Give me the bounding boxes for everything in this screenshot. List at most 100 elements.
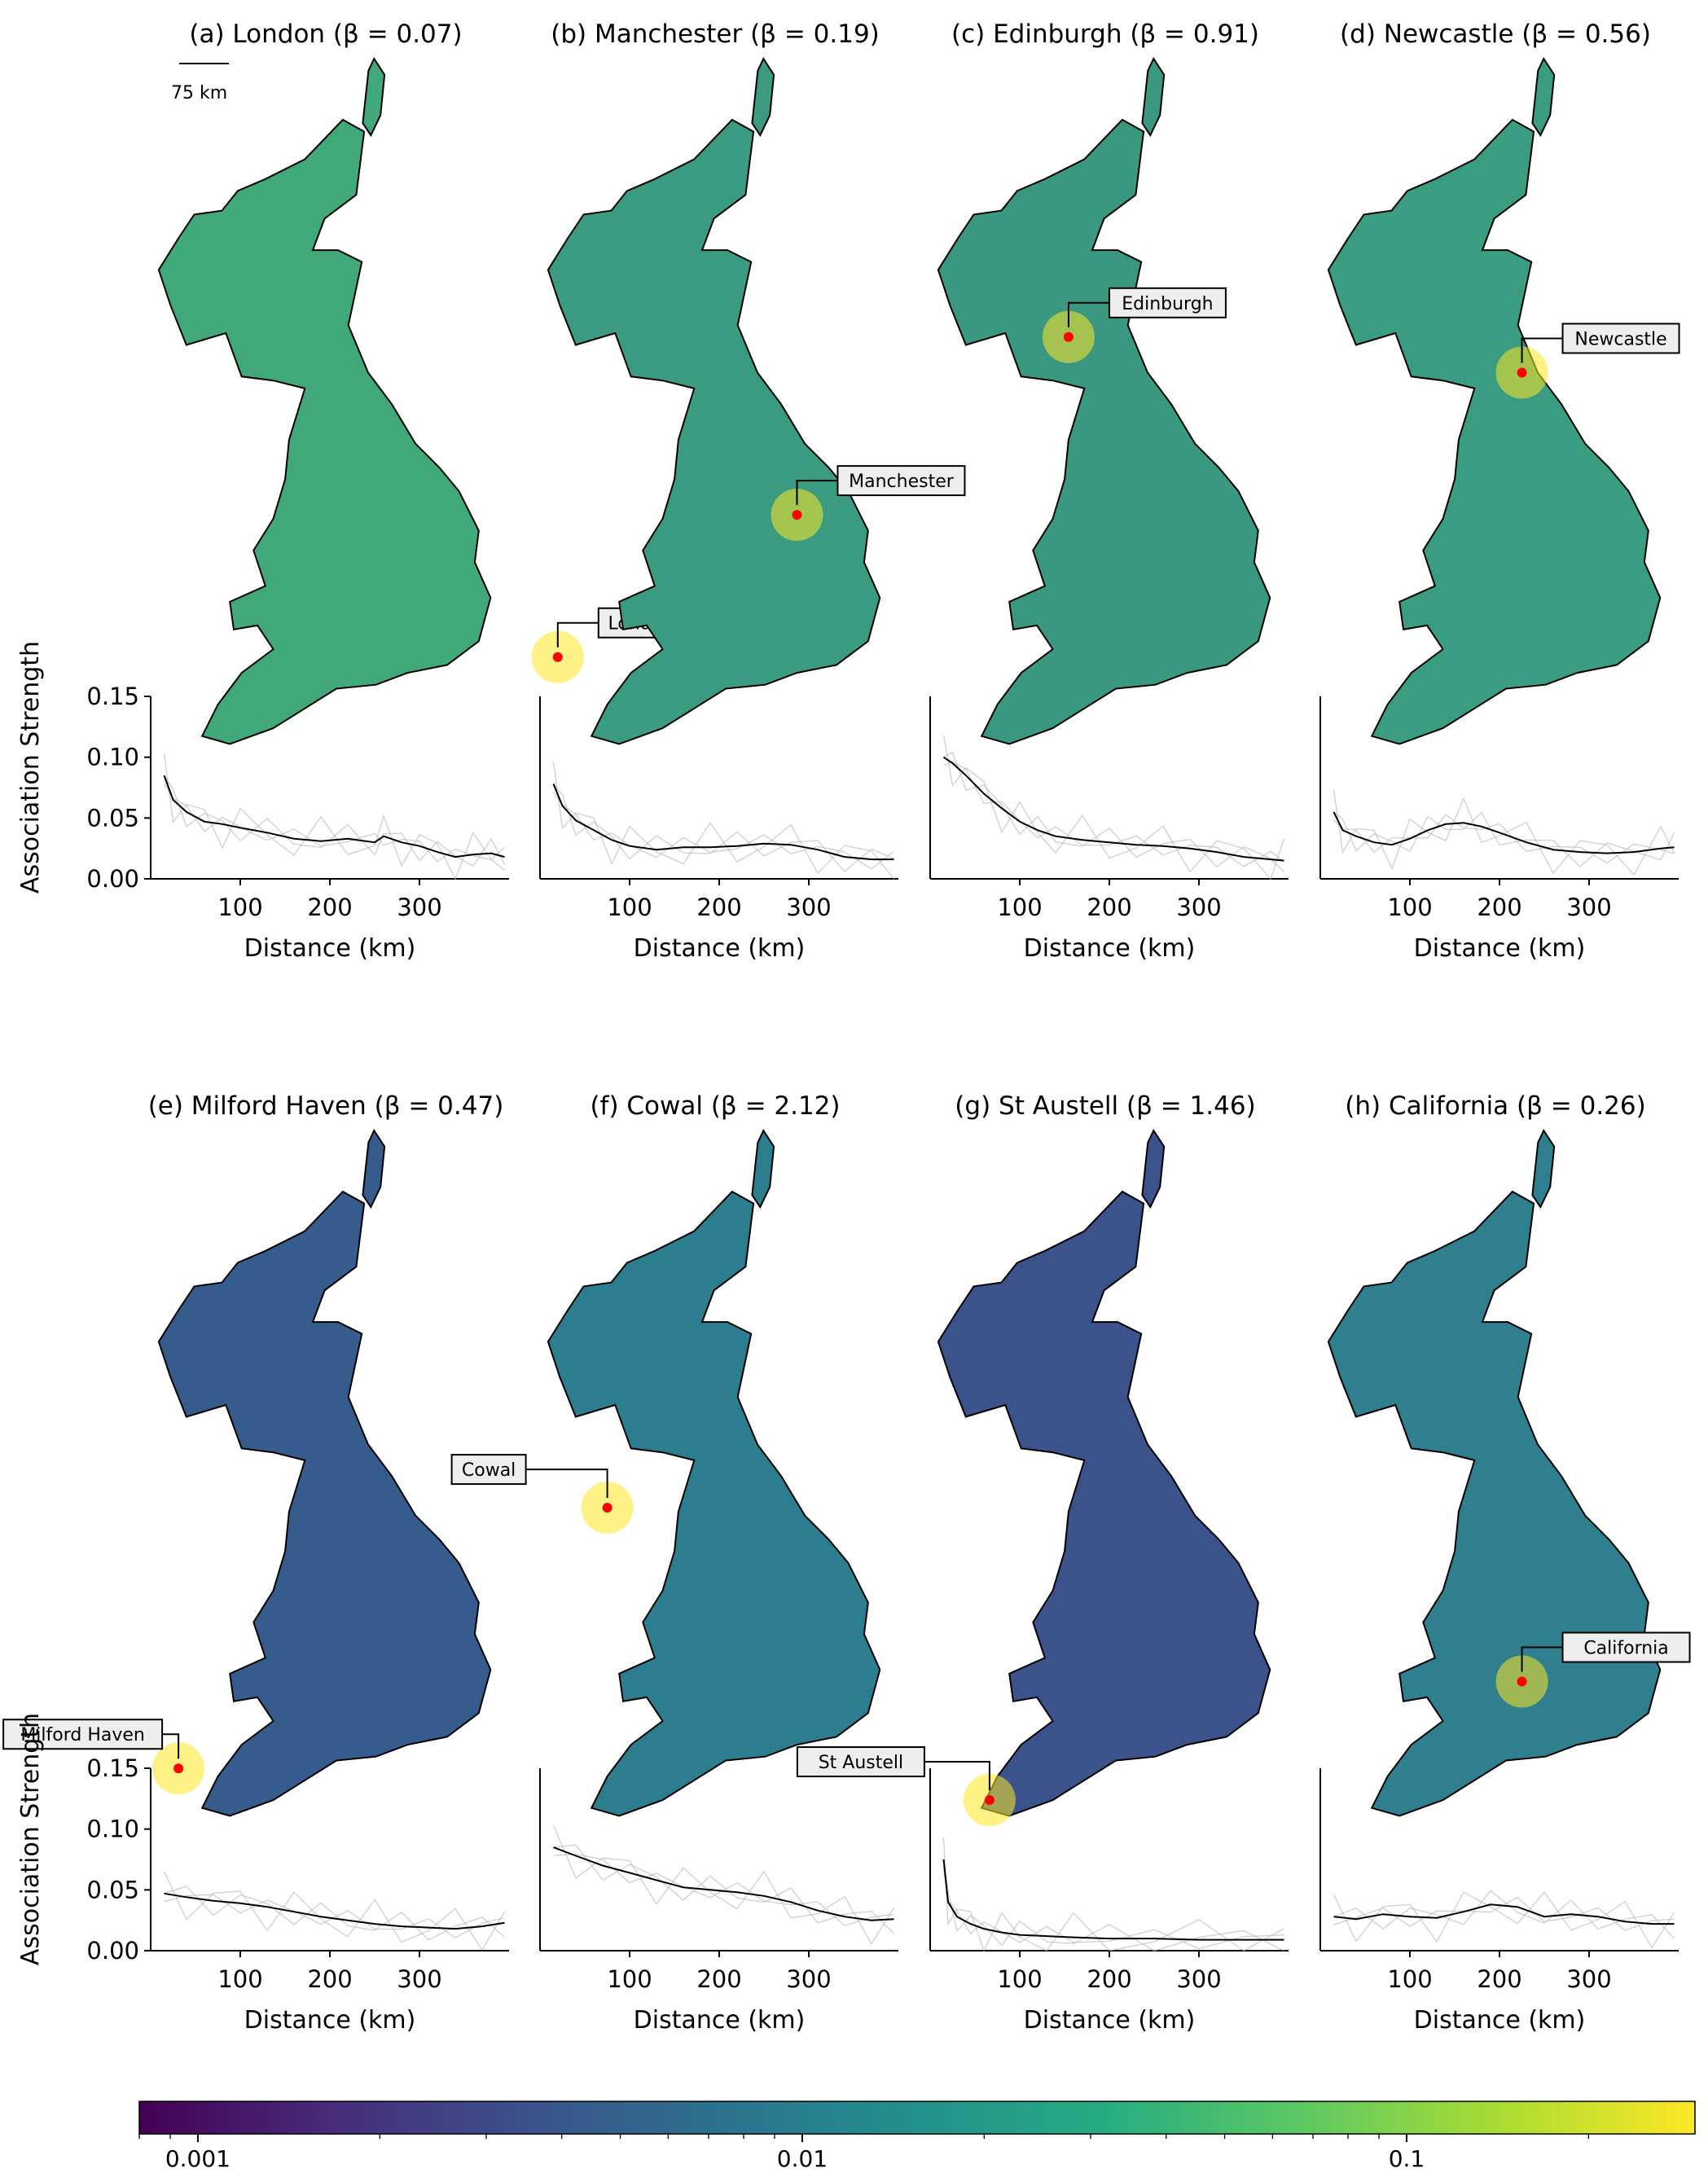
place-marker bbox=[1517, 367, 1527, 378]
callout-label: Edinburgh bbox=[1122, 294, 1213, 314]
colorbar-tick-label: 0.01 bbox=[777, 2145, 828, 2172]
plot-b: 100 200 300 Distance (km) bbox=[539, 696, 898, 963]
x-axis-label: Distance (km) bbox=[1414, 2006, 1586, 2035]
background-trace bbox=[942, 1868, 1284, 1950]
series-line bbox=[164, 1892, 505, 1930]
callout-label: Newcastle bbox=[1574, 329, 1666, 349]
callout-label: Milford Haven bbox=[20, 1725, 145, 1745]
y-tick-label: 0.15 bbox=[86, 1754, 139, 1782]
background-trace bbox=[163, 783, 505, 863]
callout-arrow bbox=[556, 621, 599, 648]
map-outline bbox=[547, 118, 881, 745]
callout-arrow bbox=[1521, 1646, 1563, 1672]
panel-h: (h) California (β = 0.26) California 100 20… bbox=[1319, 1091, 1691, 2035]
background-trace bbox=[942, 1859, 1284, 1952]
panel-title: (c) Edinburgh (β = 0.91) bbox=[951, 20, 1259, 49]
map-islands bbox=[362, 1128, 386, 1210]
callout-arrow bbox=[525, 1469, 608, 1499]
y-tick-label: 0.05 bbox=[86, 804, 139, 832]
map-islands bbox=[1141, 56, 1166, 138]
map-islands bbox=[362, 56, 386, 138]
panel-a: (a) London (β = 0.07)London1002003000.00… bbox=[16, 20, 684, 963]
background-trace bbox=[163, 1871, 506, 1952]
y-axis-label: Association Strength bbox=[16, 1713, 45, 1965]
callout-label: Cowal bbox=[462, 1460, 516, 1481]
plot-f: 100 200 300 Distance (km) bbox=[539, 1768, 898, 2035]
callout-arrow bbox=[1067, 301, 1109, 327]
series-line bbox=[553, 1846, 894, 1921]
x-tick-label: 200 bbox=[307, 1965, 352, 1993]
map-outline bbox=[1327, 1190, 1662, 1817]
colorbar-ticks: 0.001 0.01 0.1 bbox=[138, 2134, 1589, 2172]
callout-box bbox=[450, 1454, 527, 1486]
x-tick-label: 100 bbox=[997, 893, 1042, 921]
series-line bbox=[942, 1859, 1284, 1941]
place-marker bbox=[1517, 1676, 1527, 1687]
background-trace bbox=[164, 1894, 505, 1938]
panels: (a) London (β = 0.07)London1002003000.00… bbox=[2, 20, 1691, 2035]
map-h bbox=[1327, 1128, 1662, 1817]
map-islands bbox=[751, 56, 775, 138]
map-outline bbox=[937, 118, 1271, 745]
callout-arrow bbox=[924, 1761, 990, 1791]
map-e bbox=[152, 1128, 492, 1817]
map-islands bbox=[751, 1128, 775, 1210]
x-tick-label: 200 bbox=[696, 1965, 741, 1993]
callout-label: Manchester bbox=[849, 472, 955, 492]
x-tick-label: 300 bbox=[1566, 893, 1611, 921]
plot-h: 100 200 300 Distance (km) bbox=[1319, 1768, 1679, 2035]
place-marker bbox=[552, 652, 563, 662]
callout-box bbox=[1561, 1631, 1691, 1663]
x-tick-label: 200 bbox=[1087, 1965, 1131, 1993]
plot-a: 100 200 300 0.00 0.05 0.10 0.15 Distance (km) As… bbox=[16, 641, 509, 963]
panel-title: (f) Cowal (β = 2.12) bbox=[590, 1091, 840, 1121]
x-tick-label: 300 bbox=[397, 893, 441, 921]
x-axis-label: Distance (km) bbox=[1024, 934, 1196, 963]
background-trace bbox=[553, 1853, 894, 1926]
x-tick-label: 100 bbox=[217, 1965, 262, 1993]
x-tick-label: 100 bbox=[997, 1965, 1042, 1993]
x-tick-label: 200 bbox=[1477, 1965, 1521, 1993]
callout-arrow bbox=[162, 1733, 180, 1759]
background-trace bbox=[943, 761, 1284, 867]
background-trace bbox=[552, 792, 894, 870]
panel-title: (g) St Austell (β = 1.46) bbox=[955, 1091, 1255, 1121]
background-trace bbox=[1333, 814, 1675, 864]
panel-f: (f) Cowal (β = 2.12) Cowal 100 200 300 Distan… bbox=[450, 1091, 898, 2035]
x-tick-label: 100 bbox=[1387, 893, 1432, 921]
scale-bar: 75 km bbox=[171, 63, 229, 103]
y-tick-label: 0.15 bbox=[86, 683, 139, 710]
x-axis-label: Distance (km) bbox=[634, 934, 806, 963]
background-trace bbox=[1333, 789, 1675, 876]
background-trace bbox=[942, 1837, 1284, 1952]
map-outline bbox=[1327, 118, 1662, 745]
place-marker bbox=[173, 1763, 184, 1774]
callout-label: St Austell bbox=[819, 1753, 903, 1773]
x-tick-label: 100 bbox=[607, 1965, 652, 1993]
x-tick-label: 300 bbox=[786, 1965, 831, 1993]
colorbar-tick-label: 0.1 bbox=[1389, 2145, 1425, 2172]
panel-c: (c) Edinburgh (β = 0.91) Edinburgh 100 200 3… bbox=[929, 20, 1289, 963]
series-line bbox=[552, 784, 894, 861]
callout-label: California bbox=[1583, 1639, 1668, 1659]
x-tick-label: 200 bbox=[307, 893, 352, 921]
callout-box bbox=[1561, 323, 1680, 354]
panel-title: (a) London (β = 0.07) bbox=[189, 20, 462, 49]
background-trace bbox=[164, 1886, 505, 1941]
series-line bbox=[1333, 1903, 1675, 1925]
map-d bbox=[1327, 56, 1662, 745]
place-marker bbox=[1063, 331, 1074, 342]
map-islands bbox=[1531, 1128, 1556, 1210]
plot-g: 100 200 300 Distance (km) bbox=[929, 1768, 1289, 2035]
background-trace bbox=[1333, 1891, 1675, 1949]
x-tick-label: 100 bbox=[217, 893, 262, 921]
plot-d: 100 200 300 Distance (km) bbox=[1319, 696, 1679, 963]
panel-title: (b) Manchester (β = 0.19) bbox=[551, 20, 880, 49]
map-b bbox=[547, 56, 881, 745]
callout-arrow bbox=[1521, 337, 1563, 363]
y-tick-label: 0.05 bbox=[86, 1876, 139, 1903]
callout-box bbox=[836, 465, 966, 497]
series-line bbox=[163, 775, 505, 858]
x-tick-label: 300 bbox=[1176, 893, 1221, 921]
